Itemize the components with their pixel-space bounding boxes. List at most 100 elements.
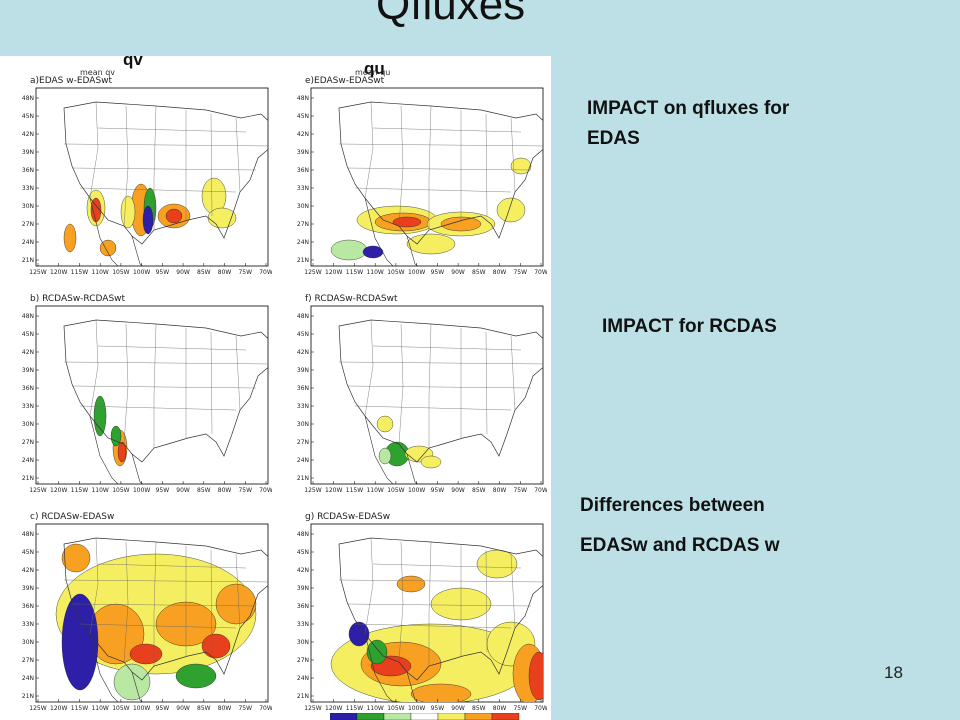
- state-boundary: [153, 541, 157, 666]
- latitude-tick-label: 21N: [22, 475, 34, 482]
- longitude-tick-label: 85W: [472, 487, 486, 494]
- field-contour: [528, 651, 543, 701]
- latitude-tick-label: 30N: [297, 421, 309, 428]
- latitude-tick-label: 24N: [22, 239, 34, 246]
- longitude-tick-label: 80W: [493, 487, 507, 494]
- state-boundary: [428, 541, 432, 666]
- longitude-tick-label: 115W: [346, 705, 363, 712]
- longitude-tick-label: 90W: [451, 705, 465, 712]
- longitude-tick-label: 85W: [197, 705, 211, 712]
- field-contour: [406, 233, 456, 255]
- state-boundary: [89, 319, 99, 417]
- latitude-tick-label: 30N: [22, 203, 34, 210]
- longitude-tick-label: 95W: [156, 487, 170, 494]
- longitude-tick-label: 110W: [366, 487, 383, 494]
- state-boundary: [372, 345, 522, 351]
- state-boundary: [79, 623, 237, 629]
- latitude-tick-label: 30N: [297, 639, 309, 646]
- mexico-coastline: [364, 633, 419, 702]
- map-body: [310, 523, 544, 703]
- longitude-tick-label: 75W: [513, 705, 527, 712]
- field-contour: [61, 593, 99, 691]
- latitude-tick-label: 21N: [22, 693, 34, 700]
- latitude-tick-label: 27N: [22, 657, 34, 664]
- coastline: [338, 101, 543, 245]
- state-boundary: [235, 117, 241, 193]
- state-boundary: [346, 385, 532, 389]
- longitude-tick-label: 95W: [156, 705, 170, 712]
- map-body: [35, 305, 269, 485]
- longitude-tick-label: 110W: [366, 705, 383, 712]
- state-boundary: [97, 563, 247, 569]
- field-contour: [207, 207, 237, 229]
- longitude-tick-label: 80W: [218, 705, 232, 712]
- latitude-tick-label: 39N: [297, 585, 309, 592]
- latitude-tick-label: 33N: [297, 185, 309, 192]
- longitude-tick-label: 110W: [91, 487, 108, 494]
- longitude-tick-label: 115W: [346, 269, 363, 276]
- longitude-tick-label: 75W: [238, 487, 252, 494]
- latitude-tick-label: 21N: [22, 257, 34, 264]
- longitude-tick-label: 105W: [112, 705, 129, 712]
- latitude-tick-label: 45N: [297, 549, 309, 556]
- longitude-tick-label: 90W: [451, 487, 465, 494]
- field-contour: [496, 197, 526, 223]
- map-panel-e: e)EDASw-EDASwt mean qu 48N 45N 42N 39N 36N 33…: [285, 68, 547, 286]
- panel-title: a)EDAS w-EDASwt: [30, 76, 113, 86]
- state-boundary: [510, 553, 516, 629]
- longitude-tick-label: 90W: [451, 269, 465, 276]
- state-boundary: [398, 105, 404, 227]
- latitude-tick-label: 27N: [22, 221, 34, 228]
- state-boundary: [428, 105, 432, 230]
- state-boundary: [364, 319, 374, 417]
- legend-swatch: [383, 713, 412, 720]
- longitude-tick-label: 120W: [325, 705, 342, 712]
- latitude-tick-label: 42N: [22, 349, 34, 356]
- state-boundary: [79, 187, 237, 193]
- map-frame: [35, 305, 269, 485]
- field-contour: [61, 543, 91, 573]
- latitude-tick-label: 27N: [297, 657, 309, 664]
- latitude-tick-label: 42N: [22, 131, 34, 138]
- latitude-tick-label: 36N: [22, 167, 34, 174]
- field-contour: [175, 663, 217, 689]
- latitude-tick-label: 39N: [22, 149, 34, 156]
- latitude-tick-label: 30N: [297, 203, 309, 210]
- map-plot: 48N 45N 42N 39N 36N 33N 30N 27N 24N 21N 125W 120W 11…: [297, 305, 547, 494]
- latitude-tick-label: 42N: [297, 567, 309, 574]
- longitude-tick-label: 80W: [218, 487, 232, 494]
- field-contour: [117, 441, 127, 463]
- coastline: [63, 319, 268, 463]
- longitude-tick-label: 90W: [176, 269, 190, 276]
- longitude-tick-label: 70W: [259, 487, 272, 494]
- longitude-tick-label: 110W: [91, 269, 108, 276]
- annotation-edas-line2: EDAS: [587, 128, 640, 149]
- longitude-tick-label: 120W: [50, 269, 67, 276]
- state-boundary: [372, 563, 522, 569]
- longitude-tick-label: 105W: [387, 705, 404, 712]
- annotation-diff-line1: Differences between: [580, 495, 765, 516]
- map-contents: [63, 319, 268, 484]
- latitude-tick-label: 36N: [22, 603, 34, 610]
- longitude-tick-label: 120W: [325, 269, 342, 276]
- title-band: Qfluxes: [0, 0, 960, 56]
- latitude-tick-label: 36N: [297, 385, 309, 392]
- annotation-edas-line1: IMPACT on qfluxes for: [587, 98, 790, 119]
- field-contour: [348, 621, 370, 647]
- field-contour: [378, 447, 392, 465]
- state-boundary: [71, 167, 257, 171]
- legend-swatch: [464, 713, 493, 720]
- panel-title: e)EDASw-EDASwt: [305, 76, 385, 86]
- annotation-diff-line2: EDASw and RCDAS w: [580, 535, 780, 556]
- field-contour: [396, 575, 426, 593]
- panel-subtitle: mean qu: [355, 68, 391, 77]
- longitude-tick-label: 115W: [71, 487, 88, 494]
- field-contour: [93, 395, 107, 437]
- longitude-tick-label: 100W: [408, 487, 425, 494]
- longitude-tick-label: 125W: [304, 705, 321, 712]
- longitude-tick-label: 100W: [133, 269, 150, 276]
- state-boundary: [364, 101, 374, 199]
- longitude-tick-label: 80W: [218, 269, 232, 276]
- longitude-tick-label: 85W: [472, 269, 486, 276]
- legend-swatch: [356, 713, 385, 720]
